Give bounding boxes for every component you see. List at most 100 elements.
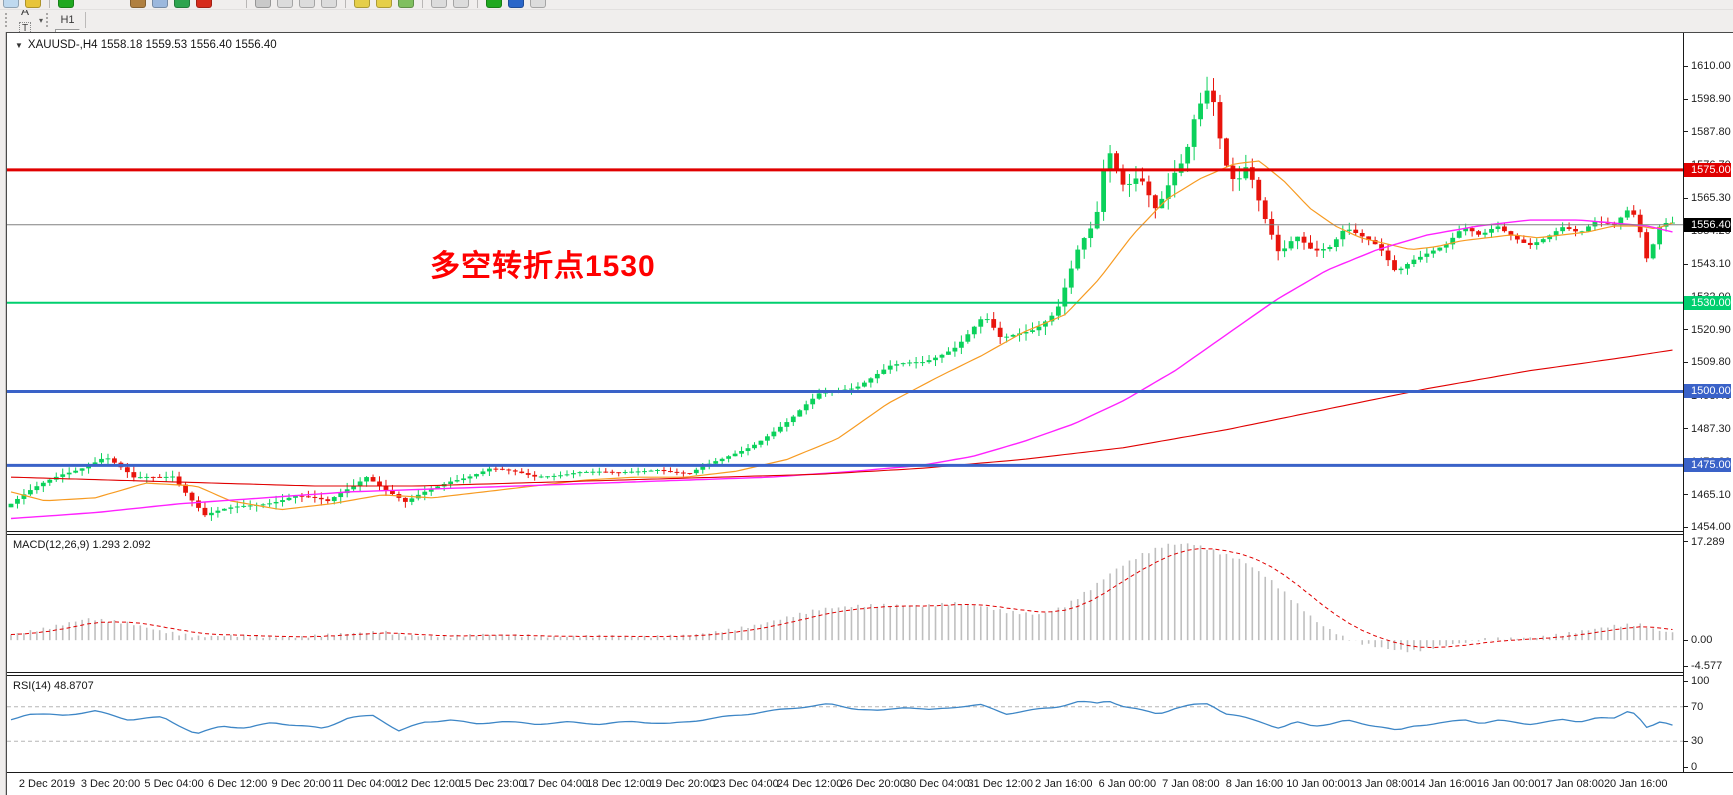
chart-plot-area[interactable]: ▼ XAUUSD-,H4 1558.18 1559.53 1556.40 155… [7,33,1683,772]
time-axis-label: 3 Dec 20:00 [80,778,141,790]
tick-mark [1684,494,1688,496]
macd-tick-label: 0.00 [1691,634,1713,647]
tile-horizontal-icon[interactable] [277,0,293,8]
stop-trade-icon[interactable] [196,0,212,8]
rsi-tick: 70 [1684,701,1703,713]
time-axis-label: 17 Jan 08:00 [1540,778,1604,790]
toolbar-separator [49,0,50,8]
price-tick-label: 1610.00 [1691,60,1731,73]
price-tick-label: 1520.90 [1691,323,1731,336]
price-tick-label: 1587.80 [1691,125,1731,138]
price-tick: 1598.90 [1684,93,1731,105]
timeframe-button-h1[interactable]: H1 [60,14,75,26]
auto-trade-icon[interactable] [174,0,190,8]
rsi-pane[interactable] [7,676,1683,772]
font-tool[interactable]: A [14,2,36,20]
time-axis-label: 19 Dec 20:00 [649,778,716,790]
price-tick: 1587.80 [1684,126,1731,138]
time-axis-label: 7 Jan 08:00 [1162,778,1220,790]
list-handle-icon[interactable] [255,0,271,8]
toolbar-main-row [0,0,1733,10]
price-axis[interactable]: 1610.001598.901587.801576.701565.301554.… [1684,33,1732,773]
tick-mark [1684,329,1688,331]
pane-separator-2[interactable] [7,672,1732,676]
current-price-tag: 1556.40 [1684,217,1731,232]
add-window-icon[interactable] [486,0,502,8]
tick-mark [1684,740,1688,742]
time-axis-label: 11 Dec 04:00 [332,778,398,790]
price-axis-border [1683,33,1684,772]
macd-tick: 17.289 [1684,536,1725,548]
macd-histogram [10,543,1674,653]
add-symbol-icon[interactable] [58,0,74,8]
brush-icon[interactable] [376,0,392,8]
tick-mark [1684,65,1688,67]
toolbar-separator [345,0,346,8]
toolbar: FAT⇅ ▾ M1M5M15M30H1H4D1W1MN [0,0,1733,94]
tick-mark [1684,766,1688,768]
new-chart-icon[interactable] [3,0,19,8]
candles [8,76,1675,521]
time-axis-label: 30 Dec 04:00 [903,778,970,790]
price-pane[interactable] [7,33,1683,531]
zoom-icon[interactable] [25,0,41,8]
price-tick: 1610.00 [1684,60,1731,72]
rsi-line [10,700,1673,734]
tick-mark [1684,197,1688,199]
tick-mark [1684,526,1688,528]
window-restore-icon[interactable] [431,0,447,8]
toolbar-chart-row: FAT⇅ ▾ M1M5M15M30H1H4D1W1MN [0,0,1733,94]
macd-tick: 0.00 [1684,634,1712,646]
cascade-window-icon[interactable] [321,0,337,8]
price-tick-label: 1543.10 [1691,258,1731,271]
price-tick-label: 1565.30 [1691,192,1731,205]
rsi-tick-label: 70 [1691,700,1704,713]
price-tick: 1487.30 [1684,423,1731,435]
price-tick-label: 1598.90 [1691,93,1731,106]
time-axis-label: 13 Jan 08:00 [1349,778,1414,790]
font-tool-glyph: A [20,4,29,18]
pane-separator[interactable] [7,531,1732,535]
fullscreen-icon[interactable] [530,0,546,8]
window-edge [0,32,6,795]
macd-tick: -4.577 [1684,660,1722,672]
time-axis[interactable]: 2 Dec 2019 3 Dec 20:00 5 Dec 04:00 6 Dec 12… [7,772,1733,795]
toolbar-drag-handle[interactable] [5,13,10,27]
time-axis-label: 10 Jan 00:00 [1286,778,1350,790]
ma-fast-line [10,160,1673,511]
time-axis-label: 2 Jan 16:00 [1035,778,1093,790]
macd-tick-label: 17.289 [1691,535,1725,548]
time-axis-label: 17 Dec 04:00 [522,778,589,790]
time-axis-label: 12 Dec 12:00 [395,778,462,790]
time-axis-label: 18 Dec 12:00 [586,778,652,790]
tick-mark [1684,541,1688,543]
price-tick: 1454.00 [1684,521,1731,533]
price-tick: 1520.90 [1684,324,1731,336]
window-maximize-icon[interactable] [453,0,469,8]
time-axis-label: 31 Dec 12:00 [967,778,1033,790]
tick-mark [1684,706,1688,708]
tick-mark [1684,263,1688,265]
pencil-icon[interactable] [354,0,370,8]
rsi-tick: 30 [1684,735,1703,747]
tile-vertical-icon[interactable] [299,0,315,8]
palette-icon[interactable] [398,0,414,8]
objects-list-icon[interactable] [130,0,146,8]
macd-pane[interactable] [7,535,1683,672]
price-line-tag-1575: 1575.00 [1684,162,1731,177]
time-axis-label: 2 Dec 2019 [18,778,76,790]
tick-mark [1684,131,1688,133]
profile-icon[interactable] [508,0,524,8]
chart-style-icon[interactable] [152,0,168,8]
price-tick-label: 1509.80 [1691,356,1731,369]
toolbar-drag-handle-2[interactable] [46,13,51,27]
rsi-tick-label: 30 [1691,735,1704,748]
chevron-down-icon[interactable]: ▼ [15,40,23,50]
price-tick: 1543.10 [1684,258,1731,270]
rsi-tick: 0 [1684,761,1697,773]
annotation-text[interactable]: 多空转折点1530 [430,250,656,283]
price-tick-label: 1454.00 [1691,521,1731,534]
tick-mark [1684,361,1688,363]
chevron-down-icon[interactable]: ▾ [39,15,44,25]
rsi-indicator-label: RSI(14) 48.8707 [13,680,94,692]
